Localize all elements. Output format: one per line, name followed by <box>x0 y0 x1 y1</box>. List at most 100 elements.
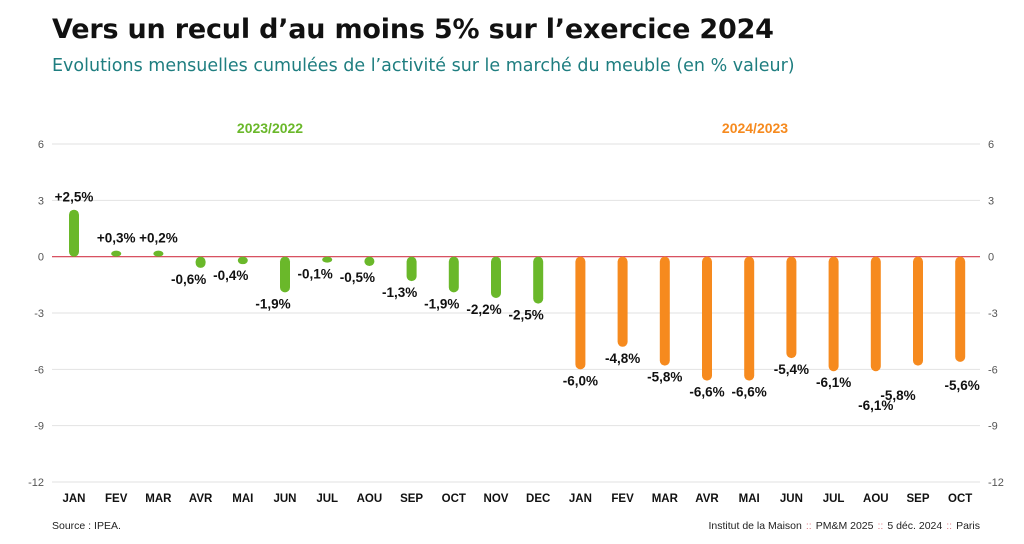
bar <box>575 256 586 370</box>
bar <box>280 256 290 293</box>
data-label: +0,2% <box>139 231 178 246</box>
y-tick-label-right: -3 <box>988 308 998 320</box>
bar <box>786 256 797 359</box>
bar <box>237 256 248 265</box>
bar <box>828 256 839 372</box>
data-label: -2,2% <box>466 302 501 317</box>
x-tick-label: OCT <box>442 493 466 505</box>
x-tick-label: JAN <box>62 493 85 505</box>
y-tick-label-right: -12 <box>988 477 1004 489</box>
bar <box>491 256 501 298</box>
bar <box>659 256 670 366</box>
credit-date: 5 déc. 2024 <box>887 520 943 532</box>
x-tick-label: AOU <box>357 493 383 505</box>
x-tick-label: JUN <box>273 493 296 505</box>
data-label: +0,3% <box>97 231 136 246</box>
bar <box>617 256 628 347</box>
bar <box>744 256 755 381</box>
x-tick-label: JUL <box>823 493 845 505</box>
bar <box>153 250 164 257</box>
bar <box>533 256 544 304</box>
data-label: -0,1% <box>298 267 333 282</box>
x-tick-label: SEP <box>400 493 423 505</box>
x-tick-label: AVR <box>189 493 213 505</box>
y-tick-label-left: 0 <box>38 252 44 264</box>
x-tick-label: NOV <box>484 493 509 505</box>
chart-title: Vers un recul d’au moins 5% sur l’exerci… <box>52 14 774 45</box>
x-tick-label: SEP <box>906 493 929 505</box>
data-label: -6,6% <box>732 385 767 400</box>
x-tick-label: DEC <box>526 493 550 505</box>
x-tick-label: AOU <box>863 493 889 505</box>
bar <box>406 256 417 282</box>
data-label: -6,0% <box>563 373 598 388</box>
x-tick-label: FEV <box>611 493 634 505</box>
data-label: -6,1% <box>858 398 893 413</box>
x-tick-label: MAR <box>145 493 172 505</box>
data-label: -0,6% <box>171 272 206 287</box>
bar <box>870 256 881 372</box>
x-tick-label: AVR <box>695 493 719 505</box>
y-tick-label-right: 6 <box>988 139 994 151</box>
data-label: -0,4% <box>213 268 248 283</box>
y-tick-label-left: 6 <box>38 139 44 151</box>
data-label: -0,5% <box>340 270 375 285</box>
bar <box>702 256 712 381</box>
x-tick-label: OCT <box>948 493 972 505</box>
bar <box>913 256 923 366</box>
source-note: Source : IPEA. <box>52 520 121 532</box>
x-tick-label: MAI <box>739 493 760 505</box>
y-tick-label-right: 0 <box>988 252 994 264</box>
credit-separator: :: <box>946 520 953 532</box>
data-label: -6,6% <box>689 385 724 400</box>
credit-separator: :: <box>877 520 884 532</box>
x-tick-label: JUL <box>316 493 338 505</box>
y-tick-label-right: -6 <box>988 364 998 376</box>
data-label: -1,3% <box>382 285 417 300</box>
data-label: -5,4% <box>774 362 809 377</box>
data-label: -5,8% <box>647 370 682 385</box>
y-axis-ticks: 6 6 3 3 0 0 -3 -3 -6 -6 -9 -9 -12 -12 <box>28 139 1004 489</box>
x-tick-label: JAN <box>569 493 592 505</box>
period-labels: 2023/2022 2024/2023 <box>237 120 788 136</box>
y-tick-label-left: -6 <box>34 364 44 376</box>
credit-city: Paris <box>956 520 980 532</box>
y-tick-label-left: 3 <box>38 195 44 207</box>
data-label: -6,1% <box>816 375 851 390</box>
y-tick-label-left: -3 <box>34 308 44 320</box>
x-tick-label: MAR <box>652 493 679 505</box>
y-tick-label-right: -9 <box>988 421 998 433</box>
x-tick-label: JUN <box>780 493 803 505</box>
y-tick-label-left: -12 <box>28 477 44 489</box>
bar <box>448 256 459 293</box>
y-tick-label-left: -9 <box>34 421 44 433</box>
bar <box>111 250 122 257</box>
x-tick-label: FEV <box>105 493 128 505</box>
data-label: -1,9% <box>255 296 290 311</box>
x-tick-label: MAI <box>232 493 253 505</box>
data-label: -2,5% <box>509 308 544 323</box>
bar <box>955 256 966 362</box>
data-label: -5,8% <box>880 388 915 403</box>
period-label: 2024/2023 <box>722 120 788 136</box>
bar <box>364 256 375 267</box>
gridlines <box>52 143 980 483</box>
data-label: -4,8% <box>605 351 640 366</box>
bar <box>195 256 206 268</box>
y-tick-label-right: 3 <box>988 195 994 207</box>
data-label: +2,5% <box>55 190 94 205</box>
bar <box>69 209 79 257</box>
data-label: -1,9% <box>424 296 459 311</box>
bars <box>69 209 966 381</box>
x-axis-labels: JAN FEV MAR AVR MAI JUN JUL AOU SEP OCT NOV DEC JAN F… <box>62 493 972 505</box>
data-labels: +2,5% +0,3% +0,2% -0,6% -0,4% -1,9% -0,1% -0,5%… <box>55 190 980 413</box>
data-label: -5,6% <box>945 378 980 393</box>
period-label: 2023/2022 <box>237 120 303 136</box>
credit-line: Institut de la Maison:: PM&M 2025:: 5 déc.… <box>708 520 980 532</box>
credit-publisher: Institut de la Maison <box>708 520 802 532</box>
credit-separator: :: <box>805 520 812 532</box>
bar <box>322 256 333 263</box>
chart-subtitle: Evolutions mensuelles cumulées de l’acti… <box>52 56 795 76</box>
credit-event: PM&M 2025 <box>815 520 874 532</box>
